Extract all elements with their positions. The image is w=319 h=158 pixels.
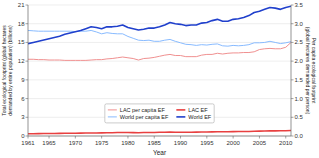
series-line <box>28 6 291 43</box>
grid-line <box>28 5 291 6</box>
x-tick <box>49 136 50 139</box>
x-tick <box>206 136 207 139</box>
y-tick <box>26 79 29 80</box>
y-tick-label: 9 <box>21 77 25 83</box>
x-tick-label: 1970 <box>69 140 83 146</box>
grid-line <box>28 136 291 137</box>
legend-label: World per capita EF <box>120 114 169 120</box>
y2-tick <box>291 136 294 137</box>
x-tick-label: 1995 <box>200 140 214 146</box>
x-tick <box>233 136 234 139</box>
y2-tick-label: 0.5 <box>295 114 304 120</box>
x-tick-label: 1990 <box>174 140 188 146</box>
x-tick <box>127 136 128 139</box>
y-axis-label: Total ecological footprint (global hecta… <box>1 25 13 116</box>
series-line <box>28 42 291 60</box>
legend-swatch <box>176 116 185 118</box>
y2-tick-label: 1.5 <box>295 77 304 83</box>
x-tick <box>259 136 260 139</box>
y-tick <box>26 117 29 118</box>
series-line <box>28 30 291 46</box>
x-tick-label: 1965 <box>42 140 56 146</box>
y2-tick-label: 3.0 <box>295 21 304 27</box>
x-tick-label: 2010 <box>279 140 293 146</box>
x-tick-label: 2005 <box>253 140 267 146</box>
y-tick <box>26 23 29 24</box>
grid-line <box>28 42 291 43</box>
y-tick-label: 18 <box>18 21 25 27</box>
x-axis-line <box>28 136 291 137</box>
axes: 1961 1965 1970 1975 1980 1985 1990 1995 2000 2005… <box>18 2 304 146</box>
y-tick-label: 0 <box>21 133 25 139</box>
y-tick <box>26 98 29 99</box>
y-tick-label: 3 <box>21 114 25 120</box>
y2-tick <box>291 5 294 6</box>
y-axis-label-line: demanded by entire population) (billions… <box>7 25 13 116</box>
x-tick <box>285 136 286 139</box>
y-tick-label: 12 <box>18 58 25 64</box>
legend-swatch <box>176 109 185 111</box>
series-line <box>28 131 291 134</box>
plot-area <box>28 5 291 136</box>
y-axis-line <box>28 5 29 136</box>
y2-tick <box>291 42 294 43</box>
legend-label: LAC per capita EF <box>120 107 166 113</box>
y-tick-label: 6 <box>21 96 25 102</box>
y-tick-label: 15 <box>18 39 25 45</box>
y2-axis-line <box>291 5 292 136</box>
x-axis-label: Year <box>153 149 167 156</box>
y2-tick <box>291 23 294 24</box>
legend-label: LAC EF <box>188 107 208 113</box>
y-tick <box>26 136 29 137</box>
y2-tick <box>291 79 294 80</box>
y2-tick-label: 3.5 <box>295 2 304 8</box>
x-tick-label: 1961 <box>21 140 35 146</box>
y2-tick <box>291 61 294 62</box>
grid-line <box>28 98 291 99</box>
x-tick <box>101 136 102 139</box>
legend-label: World EF <box>188 114 211 120</box>
data-lines <box>28 6 291 134</box>
grid <box>28 5 291 136</box>
y-tick <box>26 5 29 6</box>
y2-axis-label-line: (global hectares demanded per person) <box>305 27 311 115</box>
x-tick-label: 1975 <box>95 140 109 146</box>
y-tick-label: 21 <box>18 2 25 8</box>
grid-line <box>28 79 291 80</box>
chart: 1961 1965 1970 1975 1980 1985 1990 1995 2000 2005… <box>0 0 319 158</box>
y2-axis-label: Per capita ecological footprint(global h… <box>305 27 317 115</box>
x-tick <box>180 136 181 139</box>
x-tick <box>154 136 155 139</box>
x-tick <box>75 136 76 139</box>
x-tick-label: 1980 <box>121 140 135 146</box>
legend-swatch <box>108 109 117 110</box>
x-tick-label: 1985 <box>148 140 162 146</box>
y-tick <box>26 61 29 62</box>
y2-tick-label: 2.0 <box>295 58 304 64</box>
y-tick <box>26 42 29 43</box>
y2-tick-label: 0.0 <box>295 133 304 139</box>
legend-box <box>105 104 214 123</box>
grid-line <box>28 23 291 24</box>
y2-tick-label: 2.5 <box>295 39 304 45</box>
x-tick-label: 2000 <box>226 140 240 146</box>
y2-tick <box>291 98 294 99</box>
y2-tick <box>291 117 294 118</box>
x-tick <box>28 136 29 139</box>
legend-swatch <box>108 116 117 117</box>
y2-tick-label: 1.0 <box>295 96 304 102</box>
legend: LAC per capita EF LAC EF World per capita … <box>105 104 214 123</box>
